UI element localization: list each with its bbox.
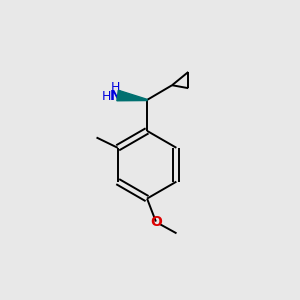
Text: H: H — [102, 90, 111, 103]
Polygon shape — [117, 90, 147, 101]
Text: O: O — [150, 214, 162, 229]
Text: H: H — [111, 81, 121, 94]
Text: N: N — [110, 89, 122, 103]
